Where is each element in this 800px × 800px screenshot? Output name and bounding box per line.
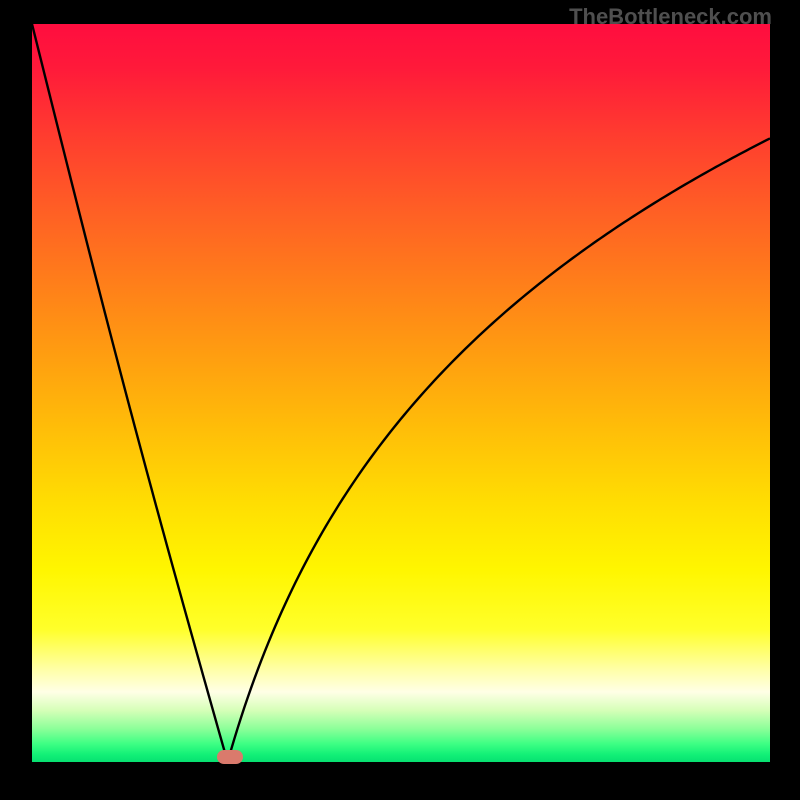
curve-path — [32, 24, 770, 762]
watermark-text: TheBottleneck.com — [569, 4, 772, 30]
chart-stage: TheBottleneck.com — [0, 0, 800, 800]
optimal-point-marker — [217, 750, 243, 764]
bottleneck-curve — [32, 24, 770, 762]
plot-area — [32, 24, 770, 762]
